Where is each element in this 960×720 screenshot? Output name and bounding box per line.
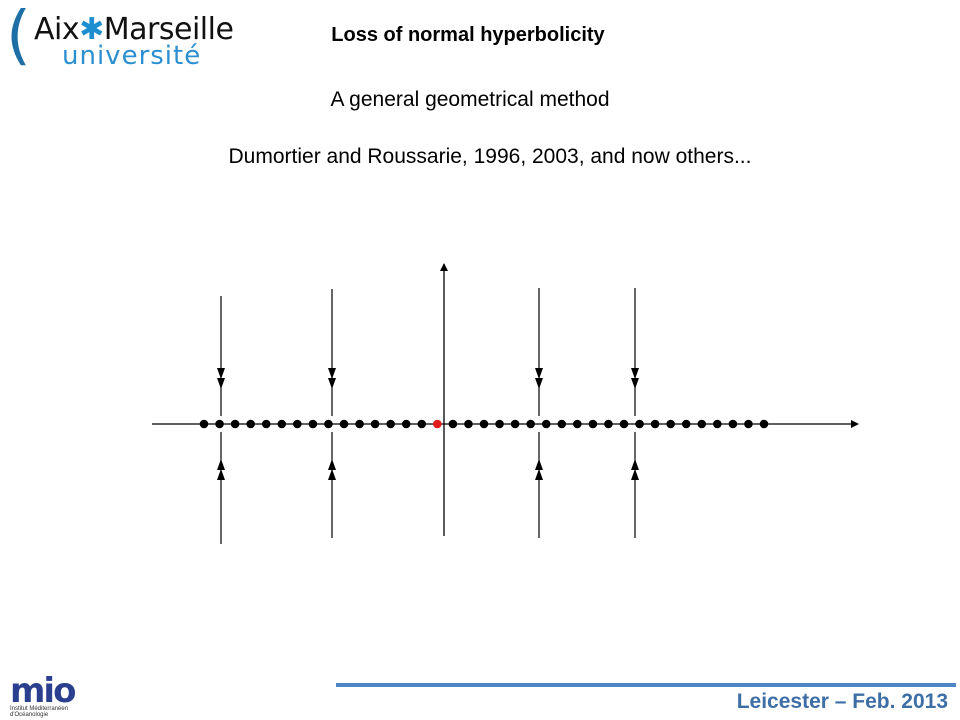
manifold-dot: [635, 419, 644, 429]
manifold-dot: [199, 419, 209, 429]
manifold-dot: [681, 419, 691, 429]
fiber-right-2: [631, 288, 639, 538]
logo-aix-marseille-text: Aix✱Marseille: [34, 12, 234, 47]
manifold-dot: [324, 419, 333, 429]
critical-manifold-dots: [199, 419, 769, 429]
manifold-dot: [650, 419, 660, 429]
manifold-dot: [401, 419, 411, 429]
manifold-dot: [526, 419, 535, 429]
manifold-dot: [355, 419, 364, 429]
manifold-dot: [588, 419, 598, 429]
manifold-dot: [261, 419, 271, 429]
fiber-left-1: [328, 289, 336, 538]
logo-universite-text: université: [62, 41, 202, 71]
manifold-dot: [277, 419, 287, 429]
manifold-dot: [573, 419, 582, 429]
manifold-dot: [619, 419, 629, 429]
manifold-dot: [339, 419, 349, 429]
manifold-dot: [308, 419, 318, 429]
manifold-dot: [713, 419, 722, 429]
manifold-dot: [728, 419, 738, 429]
footer-divider: [336, 683, 956, 687]
fiber-left-2: [217, 296, 225, 544]
slide-title: Loss of normal hyperbolicity: [331, 24, 605, 46]
manifold-dot: [510, 419, 520, 429]
manifold-dot: [246, 419, 255, 429]
manifold-dot: [495, 419, 504, 429]
manifold-dot: [479, 419, 489, 429]
mio-logo: mio Institut Méditerranéen d'Océanologie: [4, 671, 76, 718]
manifold-dot: [417, 419, 427, 429]
manifold-dot: [370, 419, 380, 429]
manifold-dot: [448, 419, 458, 429]
manifold-dot: [386, 419, 395, 429]
manifold-dot: [744, 419, 753, 429]
footer-event: Leicester – Feb. 2013: [736, 690, 948, 713]
manifold-dot: [293, 419, 302, 429]
fiber-right-1: [535, 288, 543, 538]
authors-reference: Dumortier and Roussarie, 1996, 2003, and…: [228, 145, 752, 168]
manifold-dot: [230, 419, 240, 429]
manifold-dot: [759, 419, 769, 429]
manifold-dot: [666, 419, 675, 429]
mio-logo-text: mio: [10, 671, 76, 711]
slide-subtitle: A general geometrical method: [330, 88, 610, 111]
manifold-dot: [557, 419, 567, 429]
manifold-dot: [604, 419, 613, 429]
aix-marseille-logo: ( Aix✱Marseille université: [6, 0, 234, 76]
manifold-dot: [215, 419, 224, 429]
manifold-dot: [464, 419, 473, 429]
mio-logo-subtitle: Institut Méditerranéen d'Océanologie: [10, 706, 69, 718]
logo-bracket: (: [6, 0, 31, 73]
manifold-dot: [697, 419, 707, 429]
fold-point-dot: [433, 419, 442, 429]
manifold-dot: [541, 419, 551, 429]
